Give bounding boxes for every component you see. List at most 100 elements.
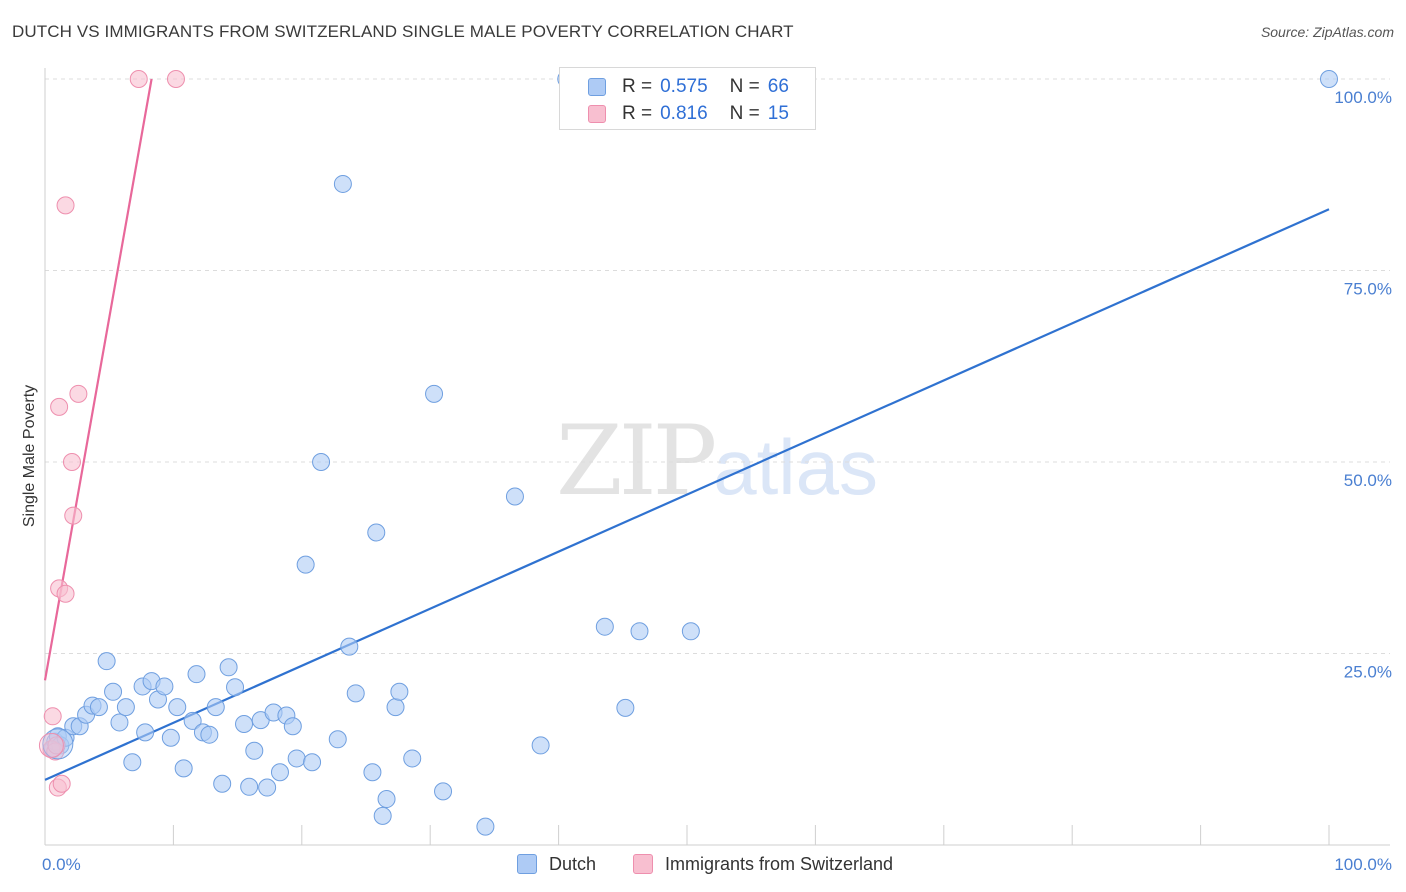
- source-label: Source: ZipAtlas.com: [1260, 24, 1394, 40]
- dutch-point: [213, 774, 232, 793]
- y-tick-label: 25.0%: [1344, 663, 1392, 682]
- dutch-point: [89, 698, 108, 717]
- chart-title: DUTCH VS IMMIGRANTS FROM SWITZERLAND SIN…: [12, 22, 794, 41]
- y-tick-label: 100.0%: [1334, 88, 1392, 107]
- dutch-point: [1320, 70, 1338, 88]
- legend-row-dutch: R = 0.575 N = 66: [588, 75, 789, 99]
- dutch-point: [97, 652, 116, 671]
- dutch-point: [386, 698, 405, 717]
- stats-legend: R = 0.575 N = 66 R = 0.816 N = 15: [559, 67, 816, 130]
- legend-n-value: 15: [767, 103, 789, 124]
- swiss-trend-line: [43, 78, 153, 681]
- dutch-point: [312, 453, 331, 471]
- dutch-point: [681, 622, 700, 641]
- dutch-point: [303, 753, 322, 772]
- swiss-point: [43, 707, 62, 726]
- dutch-point: [155, 677, 174, 696]
- dutch-point: [505, 487, 524, 506]
- bottom-legend-label-swiss: Immigrants from Switzerland: [665, 853, 894, 874]
- dutch-point: [531, 736, 550, 755]
- dutch-point: [206, 698, 225, 717]
- dutch-point: [187, 665, 206, 684]
- swiss-point: [50, 397, 69, 416]
- grid-lines: [45, 78, 1390, 654]
- dutch-point: [240, 777, 259, 796]
- data-points: [38, 70, 1338, 836]
- dutch-point: [104, 682, 123, 701]
- dutch-point: [270, 763, 289, 782]
- legend-r-label: R =: [622, 76, 653, 97]
- x-tick-label: 100.0%: [1334, 855, 1392, 874]
- watermark: ZIPatlas: [556, 405, 878, 517]
- dutch-point: [258, 778, 277, 797]
- swiss-point: [47, 736, 66, 755]
- legend-n-label: N =: [729, 76, 760, 97]
- dutch-point: [174, 759, 193, 778]
- dutch-point: [367, 523, 386, 542]
- dutch-point: [245, 741, 264, 760]
- dutch-point: [161, 728, 180, 747]
- swiss-point: [129, 70, 148, 88]
- dutch-point: [425, 384, 444, 403]
- dutch-point: [333, 174, 352, 193]
- dutch-point: [373, 806, 392, 825]
- swiss-point: [166, 70, 185, 88]
- dutch-point: [110, 713, 129, 732]
- dutch-point-cluster: [42, 728, 74, 760]
- legend-swatch-dutch: [588, 78, 606, 96]
- dutch-point: [123, 753, 142, 772]
- dutch-point: [476, 817, 495, 836]
- dutch-point: [219, 658, 238, 677]
- dutch-point: [116, 698, 135, 717]
- dutch-point: [390, 682, 409, 701]
- dutch-point: [363, 763, 382, 782]
- y-tick-label: 75.0%: [1344, 280, 1392, 299]
- dutch-point: [434, 782, 453, 801]
- swiss-point: [62, 453, 81, 471]
- dutch-point: [616, 698, 635, 717]
- y-axis-label: Single Male Poverty: [21, 385, 38, 527]
- tick-labels: 100.0% 75.0% 50.0% 25.0% 0.0% 100.0% Single Ma…: [21, 88, 1392, 874]
- legend-r-value: 0.816: [660, 103, 708, 124]
- dutch-point: [235, 714, 254, 733]
- dutch-point: [595, 617, 614, 636]
- swiss-point: [69, 384, 88, 403]
- bottom-legend-swatch-swiss: [633, 854, 653, 874]
- legend-r-label: R =: [622, 103, 653, 124]
- swiss-point: [52, 774, 71, 793]
- legend-row-swiss: R = 0.816 N = 15: [588, 102, 789, 126]
- legend-n-value: 66: [767, 76, 789, 97]
- legend-r-value: 0.575: [660, 76, 708, 97]
- dutch-point: [226, 678, 245, 697]
- dutch-point: [630, 622, 649, 641]
- bottom-legend-swatch-dutch: [517, 854, 537, 874]
- dutch-point: [136, 723, 155, 742]
- bottom-legend-label-dutch: Dutch: [549, 853, 597, 874]
- dutch-point: [403, 749, 422, 768]
- x-tick-label: 0.0%: [42, 855, 81, 874]
- watermark-atlas: atlas: [713, 423, 878, 511]
- watermark-zip: ZIP: [556, 405, 717, 517]
- swiss-point-cluster: [38, 732, 64, 758]
- dutch-point: [346, 684, 365, 703]
- legend-swatch-swiss: [588, 105, 606, 123]
- dutch-point: [287, 749, 306, 768]
- dutch-point: [183, 711, 202, 730]
- y-tick-label: 50.0%: [1344, 471, 1392, 490]
- swiss-point: [56, 196, 75, 215]
- dutch-trend-line: [44, 208, 1330, 781]
- dutch-point: [340, 637, 359, 656]
- dutch-point: [168, 698, 187, 717]
- swiss-point: [56, 584, 75, 603]
- swiss-point: [64, 506, 83, 525]
- bottom-legend-dutch: Dutch: [517, 852, 596, 876]
- legend-n-label: N =: [729, 103, 760, 124]
- dutch-point: [200, 725, 219, 744]
- dutch-point: [296, 555, 315, 574]
- dutch-point: [377, 790, 396, 809]
- trend-lines: [43, 78, 1330, 781]
- dutch-point: [328, 730, 347, 749]
- dutch-point: [283, 717, 302, 736]
- bottom-legend-swiss: Immigrants from Switzerland: [633, 852, 893, 876]
